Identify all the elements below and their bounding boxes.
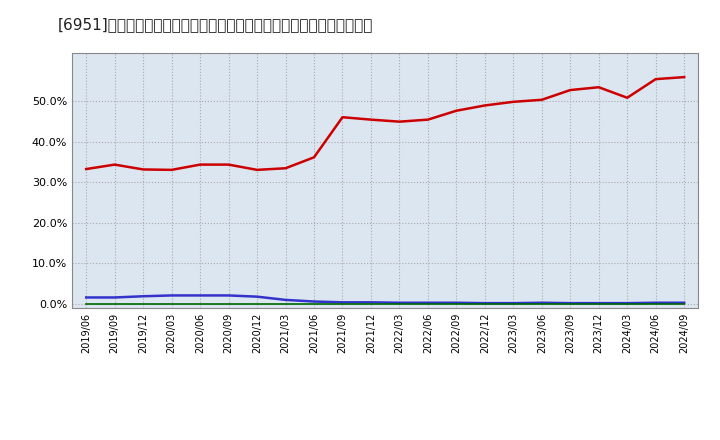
Legend: 自己資本, のれん, 繰延税金資産: 自己資本, のれん, 繰延税金資産 <box>238 437 532 440</box>
Text: [6951]　自己資本、のれん、繰延税金資産の総資産に対する比率の推移: [6951] 自己資本、のれん、繰延税金資産の総資産に対する比率の推移 <box>58 18 373 33</box>
